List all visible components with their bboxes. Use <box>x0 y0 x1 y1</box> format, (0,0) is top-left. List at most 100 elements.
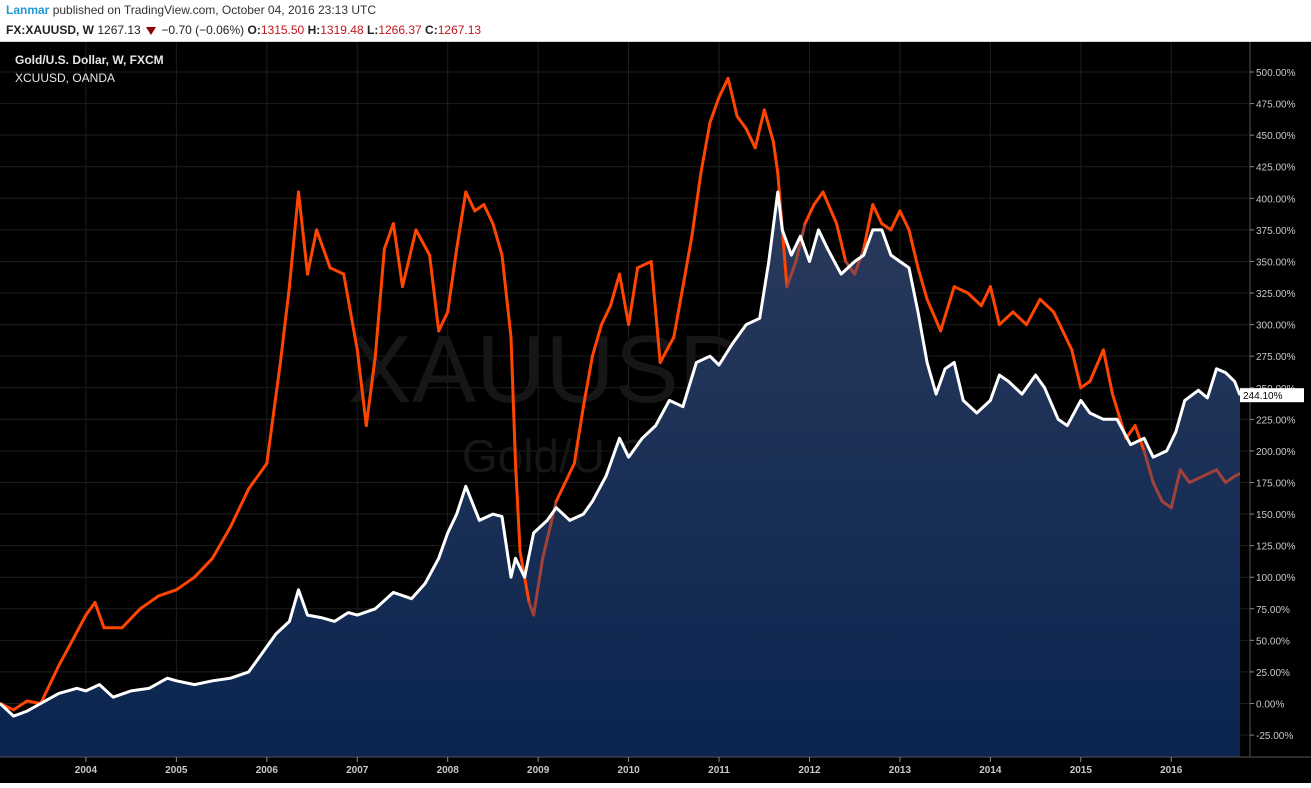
price-axis-background <box>1250 42 1311 783</box>
copper-segment <box>120 607 142 630</box>
copper-segment <box>84 601 97 617</box>
y-tick-label: 325.00% <box>1256 289 1296 300</box>
copper-segment <box>70 613 88 642</box>
copper-segment <box>821 190 839 226</box>
copper-segment <box>753 108 766 150</box>
copper-segment <box>174 575 196 592</box>
copper-segment <box>247 462 269 491</box>
copper-segment <box>590 323 603 358</box>
copper-segment <box>382 222 395 251</box>
copper-segment <box>1070 348 1083 390</box>
copper-segment <box>355 348 368 428</box>
copper-segment <box>193 556 214 579</box>
y-tick-label: 175.00% <box>1256 478 1296 489</box>
copper-segment <box>1224 474 1237 484</box>
copper-segment <box>229 487 251 529</box>
copper-segment <box>925 297 943 333</box>
copper-segment <box>93 601 106 630</box>
y-tick-label: 50.00% <box>1256 636 1290 647</box>
copper-segment <box>572 405 585 465</box>
copper-segment <box>1142 449 1155 484</box>
copper-segment <box>554 462 576 503</box>
x-tick-label: 2005 <box>165 765 188 776</box>
copper-segment <box>306 228 319 276</box>
legend-compare-series[interactable]: XCUUSD, OANDA <box>15 71 115 85</box>
close-label: C: <box>425 23 438 37</box>
copper-segment <box>889 209 902 232</box>
copper-segment <box>1052 310 1065 333</box>
copper-segment <box>658 335 676 364</box>
copper-segment <box>916 266 929 301</box>
copper-segment <box>491 222 504 257</box>
copper-segment <box>785 260 798 289</box>
y-tick-label: 275.00% <box>1256 352 1296 363</box>
x-tick-label: 2011 <box>708 765 730 776</box>
copper-segment <box>681 234 694 289</box>
y-tick-label: 125.00% <box>1256 542 1296 553</box>
copper-segment <box>401 228 418 289</box>
copper-segment <box>988 285 1001 327</box>
y-tick-label: 375.00% <box>1256 226 1296 237</box>
copper-segment <box>211 525 233 560</box>
copper-segment <box>1025 297 1042 327</box>
copper-segment <box>717 76 730 99</box>
high-value: 1319.48 <box>320 23 364 37</box>
copper-segment <box>500 253 513 339</box>
y-tick-label: 350.00% <box>1256 257 1296 268</box>
copper-segment <box>649 260 662 364</box>
copper-segment <box>428 253 441 333</box>
copper-segment <box>446 247 459 314</box>
symbol-name[interactable]: FX:XAUUSD, W <box>6 23 94 37</box>
copper-segment <box>1101 348 1114 396</box>
copper-segment <box>871 203 884 226</box>
price-chart[interactable]: XAUUSD, W Gold/U.S. Dollar 500.00%475.00… <box>0 42 1311 783</box>
legend-main-series[interactable]: Gold/U.S. Dollar, W, FXCM <box>15 53 164 67</box>
copper-segment <box>853 247 866 276</box>
copper-segment <box>315 228 332 270</box>
copper-segment <box>672 285 685 339</box>
copper-segment <box>1201 468 1218 478</box>
copper-segment <box>1088 348 1105 383</box>
copper-segment <box>1079 379 1092 390</box>
author-link[interactable]: Lanmar <box>6 3 50 17</box>
copper-segment <box>1061 329 1074 352</box>
x-tick-label: 2013 <box>889 765 912 776</box>
copper-segment <box>979 285 992 308</box>
y-tick-label: 500.00% <box>1256 68 1296 79</box>
down-arrow-icon <box>146 26 157 35</box>
publish-bar: Lanmar published on TradingView.com, Oct… <box>0 0 1311 21</box>
copper-segment <box>939 285 956 333</box>
copper-segment <box>735 114 748 131</box>
last-price-marker: 244.10% <box>1240 388 1304 403</box>
y-tick-label: 225.00% <box>1256 415 1296 426</box>
x-tick-label: 2008 <box>437 765 460 776</box>
copper-segment <box>690 171 703 238</box>
copper-segment <box>600 304 612 327</box>
copper-segment <box>287 190 300 289</box>
copper-segment <box>364 354 377 428</box>
copper-segment <box>1133 424 1146 453</box>
high-label: H: <box>307 23 321 37</box>
copper-segment <box>414 228 432 257</box>
copper-segment <box>297 190 309 276</box>
copper-segment <box>966 291 983 308</box>
y-tick-label: 475.00% <box>1256 100 1296 111</box>
y-tick-label: 425.00% <box>1256 163 1296 174</box>
price-change: −0.70 (−0.06%) <box>161 23 245 37</box>
x-tick-label: 2015 <box>1070 765 1093 776</box>
copper-segment <box>342 272 359 352</box>
copper-segment <box>744 127 757 150</box>
copper-segment <box>12 699 29 712</box>
copper-segment <box>1178 468 1191 484</box>
copper-segment <box>532 556 545 617</box>
copper-segment <box>609 272 621 308</box>
copper-segment <box>627 266 640 327</box>
copper-segment <box>373 247 386 358</box>
y-tick-label: 25.00% <box>1256 668 1290 679</box>
copper-segment <box>391 222 404 289</box>
chart-container[interactable]: XAUUSD, W Gold/U.S. Dollar 500.00%475.00… <box>0 42 1311 783</box>
x-tick-label: 2012 <box>798 765 821 776</box>
close-value: 1267.13 <box>437 23 482 37</box>
y-tick-label: 400.00% <box>1256 194 1296 205</box>
copper-segment <box>455 190 468 251</box>
